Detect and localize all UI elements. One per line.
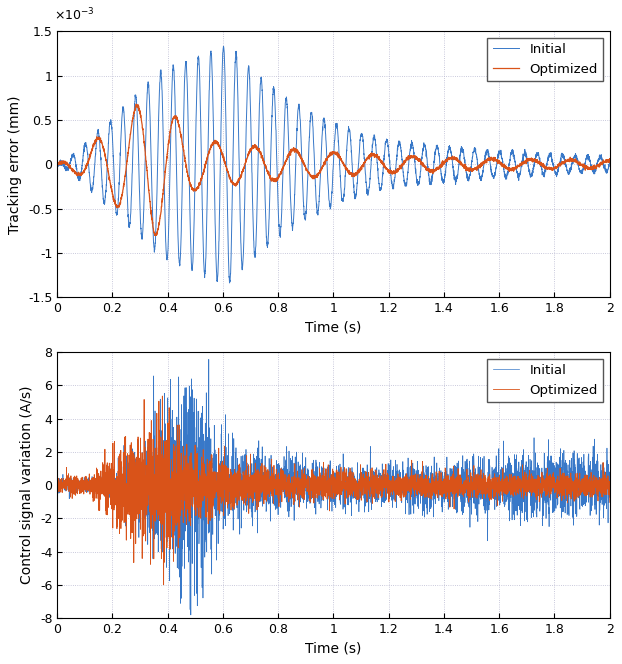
Initial	[187, 611, 195, 619]
Optimized	[151, 232, 159, 240]
Initial	[131, 98, 139, 106]
Initial	[289, 225, 296, 233]
Optimized	[53, 479, 61, 487]
Optimized	[164, 452, 171, 459]
Initial	[295, 503, 302, 511]
Optimized	[606, 157, 613, 165]
Optimized	[164, 150, 171, 158]
Line: Optimized: Optimized	[57, 396, 610, 585]
Initial	[289, 475, 296, 483]
Initial	[205, 355, 213, 363]
Initial	[332, 501, 339, 509]
Optimized	[295, 482, 302, 490]
Initial	[163, 493, 170, 501]
Y-axis label: Tracking error (mm): Tracking error (mm)	[8, 95, 22, 234]
X-axis label: Time (s): Time (s)	[305, 321, 361, 335]
Optimized	[430, 167, 437, 175]
Initial	[606, 481, 613, 489]
Optimized	[160, 581, 167, 589]
Optimized	[159, 392, 166, 400]
Initial	[430, 165, 437, 173]
Line: Initial: Initial	[57, 46, 610, 283]
Legend: Initial, Optimized: Initial, Optimized	[487, 38, 603, 81]
Initial	[220, 42, 227, 50]
Initial	[295, 103, 302, 111]
Initial	[332, 126, 339, 134]
Optimized	[131, 106, 139, 114]
Optimized	[332, 478, 339, 486]
Legend: Initial, Optimized: Initial, Optimized	[487, 359, 603, 402]
Optimized	[430, 477, 437, 485]
Line: Optimized: Optimized	[57, 104, 610, 236]
Optimized	[332, 149, 339, 157]
Optimized	[131, 475, 139, 483]
Initial	[606, 159, 613, 167]
Initial	[53, 481, 61, 489]
Initial	[131, 501, 139, 509]
Optimized	[132, 100, 140, 108]
Optimized	[289, 481, 296, 489]
X-axis label: Time (s): Time (s)	[305, 641, 361, 655]
Optimized	[53, 161, 61, 169]
Optimized	[606, 499, 613, 507]
Y-axis label: Control signal variation (A/s): Control signal variation (A/s)	[21, 386, 34, 584]
Line: Initial: Initial	[57, 359, 610, 615]
Initial	[53, 158, 61, 166]
Initial	[430, 493, 437, 501]
Text: $\times10^{-3}$: $\times10^{-3}$	[55, 7, 95, 24]
Optimized	[295, 150, 302, 158]
Initial	[163, 256, 170, 264]
Optimized	[289, 145, 296, 153]
Initial	[226, 279, 233, 287]
